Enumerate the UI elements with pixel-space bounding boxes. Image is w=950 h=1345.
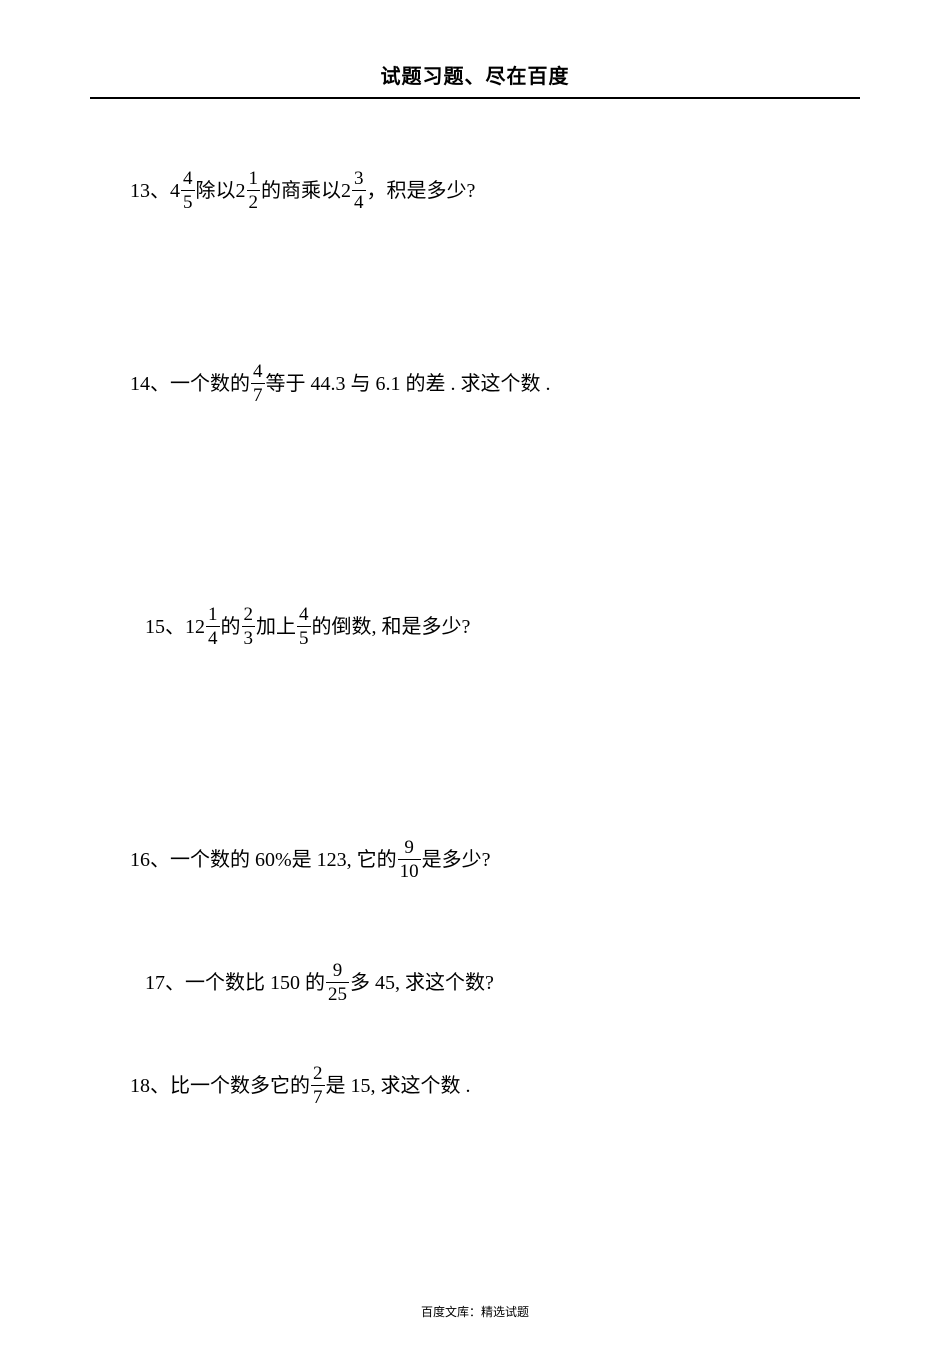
problem-17: 17、 一个数比 150 的 9 25 多 45, 求这个数? xyxy=(145,961,860,1004)
denominator: 5 xyxy=(181,190,195,212)
numerator: 2 xyxy=(311,1064,325,1085)
fraction: 4 5 xyxy=(297,605,311,648)
denominator: 4 xyxy=(206,626,220,648)
page-header: 试题习题、尽在百度 xyxy=(90,60,860,99)
whole-part: 2 xyxy=(341,175,351,207)
fraction: 9 25 xyxy=(326,961,349,1004)
problem-15: 15、 12 1 4 的 2 3 加上 4 5 的倒数, 和是多少? xyxy=(145,605,860,648)
text-segment: 一个数的 60%是 123, 它的 xyxy=(170,844,397,876)
problem-18: 18、 比一个数多它的 2 7 是 15, 求这个数 . xyxy=(130,1064,860,1107)
numerator: 2 xyxy=(242,605,256,626)
fraction: 1 4 xyxy=(206,605,220,648)
text-segment: 加上 xyxy=(256,611,296,643)
mixed-fraction: 4 4 5 xyxy=(170,169,196,212)
problem-number: 13、 xyxy=(130,175,170,207)
mixed-fraction: 12 1 4 xyxy=(185,605,221,648)
fraction: 9 10 xyxy=(398,838,421,881)
whole-part: 12 xyxy=(185,611,205,643)
problem-14: 14、 一个数的 4 7 等于 44.3 与 6.1 的差 . 求这个数 . xyxy=(130,362,860,405)
text-segment: 多 45, 求这个数? xyxy=(350,967,494,999)
text-segment: 的 xyxy=(221,611,241,643)
page-footer: 百度文库：精选试题 xyxy=(0,1303,950,1320)
numerator: 1 xyxy=(206,605,220,626)
denominator: 3 xyxy=(242,626,256,648)
denominator: 4 xyxy=(352,190,366,212)
problem-number: 17、 xyxy=(145,967,185,999)
text-segment: 比一个数多它的 xyxy=(170,1070,310,1102)
fraction: 4 5 xyxy=(181,169,195,212)
text-segment: 一个数的 xyxy=(170,368,250,400)
denominator: 2 xyxy=(247,190,261,212)
fraction: 2 7 xyxy=(311,1064,325,1107)
denominator: 10 xyxy=(398,859,421,881)
text-segment: 一个数比 150 的 xyxy=(185,967,325,999)
fraction: 3 4 xyxy=(352,169,366,212)
whole-part: 4 xyxy=(170,175,180,207)
document-page: 试题习题、尽在百度 13、 4 4 5 除以 2 1 2 的商乘以 2 3 4 xyxy=(0,0,950,1345)
problem-number: 15、 xyxy=(145,611,185,643)
problem-13: 13、 4 4 5 除以 2 1 2 的商乘以 2 3 4 ，积是多少? xyxy=(130,169,860,212)
text-segment: 的倒数, 和是多少? xyxy=(312,611,471,643)
text-segment: 的商乘以 xyxy=(261,175,341,207)
denominator: 5 xyxy=(297,626,311,648)
denominator: 25 xyxy=(326,982,349,1004)
text-segment: 是多少? xyxy=(422,844,491,876)
numerator: 4 xyxy=(297,605,311,626)
text-segment: 是 15, 求这个数 . xyxy=(326,1070,471,1102)
numerator: 9 xyxy=(402,838,416,859)
text-segment: 除以 xyxy=(196,175,236,207)
numerator: 9 xyxy=(331,961,345,982)
fraction: 1 2 xyxy=(247,169,261,212)
mixed-fraction: 2 1 2 xyxy=(236,169,262,212)
problem-16: 16、 一个数的 60%是 123, 它的 9 10 是多少? xyxy=(130,838,860,881)
numerator: 3 xyxy=(352,169,366,190)
numerator: 4 xyxy=(181,169,195,190)
whole-part: 2 xyxy=(236,175,246,207)
denominator: 7 xyxy=(251,383,265,405)
fraction: 4 7 xyxy=(251,362,265,405)
numerator: 4 xyxy=(251,362,265,383)
text-segment: 等于 44.3 与 6.1 的差 . 求这个数 . xyxy=(266,368,551,400)
problem-number: 18、 xyxy=(130,1070,170,1102)
denominator: 7 xyxy=(311,1085,325,1107)
numerator: 1 xyxy=(247,169,261,190)
text-segment: ，积是多少? xyxy=(367,175,476,207)
fraction: 2 3 xyxy=(242,605,256,648)
problem-number: 14、 xyxy=(130,368,170,400)
mixed-fraction: 2 3 4 xyxy=(341,169,367,212)
problem-number: 16、 xyxy=(130,844,170,876)
